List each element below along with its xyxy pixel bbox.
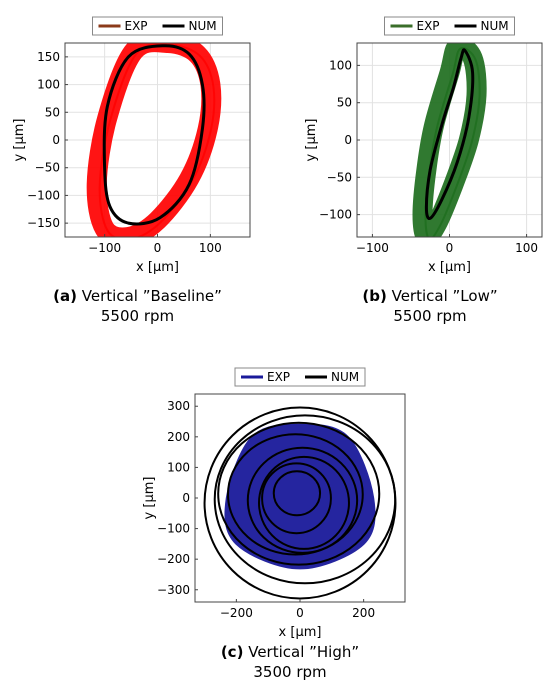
y-tick-label-a: 0 [52, 133, 60, 147]
y-tick-label-c: 300 [167, 399, 190, 413]
legend-a [92, 16, 223, 36]
series-group-a [86, 43, 222, 237]
series-num-c-loop [246, 446, 359, 554]
legend-label-num-a: NUM [189, 19, 217, 33]
series-exp-b-edge [424, 47, 481, 237]
y-tick-label-c: 0 [182, 491, 190, 505]
caption-a: (a) Vertical ”Baseline” 5500 rpm [0, 286, 275, 326]
x-tick-label-b: −100 [356, 241, 389, 255]
x-axis-label-b: x [μm] [428, 260, 471, 275]
x-tick-label-c: 200 [352, 606, 375, 620]
series-group-b [412, 43, 487, 237]
caption-speed-c: 3500 rpm [253, 663, 327, 681]
y-axis-label-c: y [μm] [142, 477, 157, 520]
y-tick-label-b: 0 [344, 133, 352, 147]
series-num-b [424, 48, 475, 220]
y-tick-label-b: 100 [329, 58, 352, 72]
panel-a: −100 0 100 −150 −100 −50 0 50 100 150 x [μm] y [μm]… [0, 0, 275, 340]
caption-label-b: (b) [362, 287, 387, 305]
x-tick-label-a: 100 [199, 241, 222, 255]
chart-b: −100 0 100 −100 −50 0 50 100 x [μm] y [μm] EXP NUM [304, 16, 543, 275]
caption-label-a: (a) [53, 287, 77, 305]
legend-label-exp-b: EXP [417, 19, 440, 33]
y-tick-label-a: −150 [27, 216, 60, 230]
y-tick-label-a: 50 [45, 105, 60, 119]
caption-label-c: (c) [220, 643, 244, 661]
y-tick-label-a: 150 [37, 50, 60, 64]
series-num-c-loop [226, 433, 364, 556]
x-tick-label-b: 100 [515, 241, 538, 255]
y-tick-label-b: −50 [327, 170, 352, 184]
x-axis-label-c: x [μm] [279, 625, 322, 640]
caption-title-c: Vertical ”High” [248, 643, 360, 661]
y-tick-label-a: 100 [37, 78, 60, 92]
caption-speed-a: 5500 rpm [100, 307, 175, 325]
y-tick-label-c: 200 [167, 430, 190, 444]
y-tick-label-c: 100 [167, 460, 190, 474]
panel-c: −200 0 200 −300 −200 −100 0 100 200 300 x [μm] y [μ… [140, 362, 420, 689]
caption-b: (b) Vertical ”Low” 5500 rpm [305, 286, 550, 326]
x-tick-label-a: 0 [154, 241, 162, 255]
legend-label-num-b: NUM [481, 19, 509, 33]
legend-b [384, 16, 515, 36]
caption-title-b: Vertical ”Low” [391, 287, 498, 305]
y-tick-label-c: −200 [157, 552, 190, 566]
y-axis-label-a: y [μm] [12, 119, 27, 162]
y-tick-label-a: −100 [27, 188, 60, 202]
x-tick-label-c: −200 [220, 606, 253, 620]
series-num-c-loop [217, 421, 381, 566]
chart-c: −200 0 200 −300 −200 −100 0 100 200 300 x [μm] y [μ… [142, 367, 406, 640]
series-num-c-loop [272, 470, 322, 517]
legend-label-exp-a: EXP [125, 19, 148, 33]
series-num-a [102, 44, 206, 226]
y-tick-label-c: −300 [157, 583, 190, 597]
x-axis-label-a: x [μm] [136, 260, 179, 275]
caption-speed-b: 5500 rpm [393, 307, 467, 325]
legend-c [234, 367, 366, 387]
y-tick-label-c: −100 [157, 522, 190, 536]
x-tick-label-b: 0 [446, 241, 454, 255]
caption-title-a: Vertical ”Baseline” [81, 287, 222, 305]
x-tick-label-a: −100 [88, 241, 121, 255]
y-tick-label-a: −50 [35, 161, 60, 175]
y-tick-label-b: 50 [337, 96, 352, 110]
panel-b: −100 0 100 −100 −50 0 50 100 x [μm] y [μm] EXP NUM … [275, 0, 550, 340]
series-num-c-loop [261, 462, 332, 535]
x-tick-label-c: 0 [296, 606, 304, 620]
chart-a: −100 0 100 −150 −100 −50 0 50 100 150 x [μm] y [μm]… [12, 16, 251, 275]
series-group-c [203, 406, 397, 600]
series-num-c-loop [213, 414, 397, 585]
legend-label-num-c: NUM [331, 370, 359, 384]
legend-label-exp-c: EXP [267, 370, 290, 384]
y-tick-label-b: −100 [319, 208, 352, 222]
series-exp-b [412, 43, 487, 237]
caption-c: (c) Vertical ”High” 3500 rpm [160, 642, 420, 682]
y-axis-label-b: y [μm] [304, 119, 319, 162]
series-num-c-loop [258, 455, 350, 550]
